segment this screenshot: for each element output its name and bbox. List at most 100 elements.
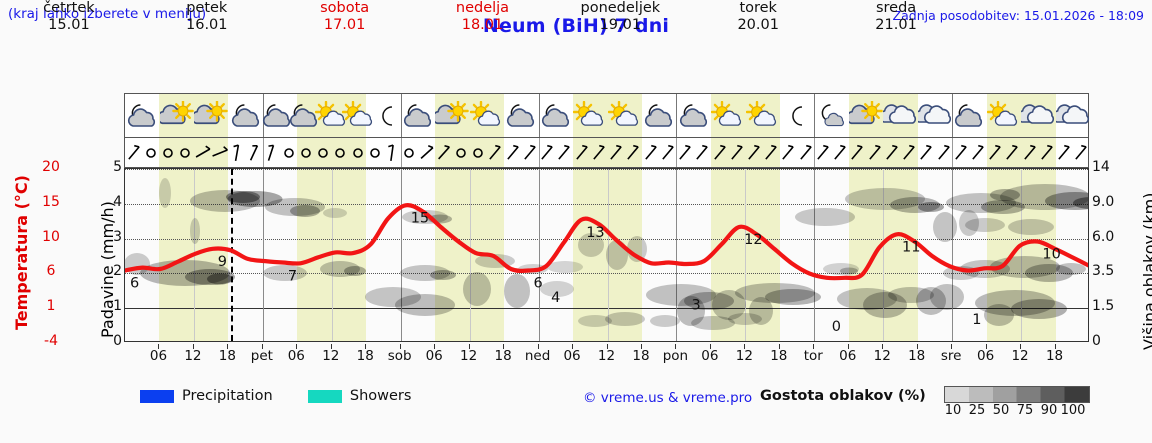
hour-tick <box>434 344 436 349</box>
calm-wind-icon <box>366 142 384 164</box>
hour-tick <box>813 344 815 349</box>
day-name: četrtek <box>43 0 95 16</box>
day-date: 20.01 <box>737 17 779 33</box>
sun-cloud-small-icon <box>469 100 504 133</box>
wind-barb-icon <box>1021 142 1039 164</box>
hour-tick <box>1020 344 1022 349</box>
midday-gridline <box>745 169 747 341</box>
copyright-link[interactable]: © vreme.us & vreme.pro <box>583 390 753 406</box>
wind-barb-icon <box>900 142 918 164</box>
day-date: 17.01 <box>323 17 366 33</box>
cloud-density-tick-label: 90 <box>1040 403 1058 418</box>
day-separator <box>400 169 402 341</box>
day-name: sreda <box>875 0 917 16</box>
gridline <box>125 273 1088 275</box>
precip-legend: Precipitation Showers <box>140 388 411 408</box>
calm-wind-icon <box>280 142 298 164</box>
hour-tick <box>951 344 953 349</box>
hour-label: pon <box>662 348 689 364</box>
sun-cloud-small-icon <box>607 100 642 133</box>
day-date: 15.01 <box>48 17 90 33</box>
day-header-6: torek 20.01 <box>689 0 827 34</box>
day-separator <box>262 94 264 137</box>
wind-barb-icon <box>711 142 729 164</box>
midday-gridline <box>1021 169 1023 341</box>
wind-barb-icon <box>418 142 436 164</box>
wind-barb-icon <box>504 142 522 164</box>
axis-tick-label: 20 <box>42 159 60 175</box>
temperature-point-label: 7 <box>288 268 297 284</box>
axis-tick-label: 5 <box>113 159 122 175</box>
axis-tick-label: 15 <box>42 193 60 210</box>
hour-label: 18 <box>494 348 512 364</box>
hour-label: 12 <box>322 348 340 364</box>
calm-wind-icon <box>159 142 177 164</box>
moon-cloud-small-icon <box>815 101 849 133</box>
axis-tick-label: 0 <box>1092 333 1101 349</box>
sun-cloud-small-icon <box>745 100 780 133</box>
hour-tick <box>916 344 918 349</box>
cloud-height-axis-title: Višina oblakov (km) <box>1140 192 1152 350</box>
day-separator <box>262 169 264 341</box>
gridline <box>125 203 1088 205</box>
day-separator <box>262 138 264 167</box>
hour-label: sob <box>387 348 412 364</box>
wind-barb-icon <box>779 142 797 164</box>
wind-barb-icon <box>383 142 401 164</box>
moon-cloud-icon <box>677 101 711 133</box>
precipitation-axis: 5 4 3 2 1 0 <box>76 159 122 349</box>
wind-barb-icon <box>831 142 849 164</box>
temperature-point-label: 11 <box>902 239 920 255</box>
daylight-band <box>986 138 1056 167</box>
day-date: 16.01 <box>186 17 228 33</box>
moon-cloud-icon <box>260 101 294 133</box>
wind-barb-icon <box>762 142 780 164</box>
temperature-point-label: 4 <box>551 290 560 306</box>
axis-tick-label: 1 <box>46 298 56 315</box>
wind-barb-icon <box>728 142 746 164</box>
day-name: petek <box>186 0 228 16</box>
hour-tick <box>572 344 574 349</box>
wind-barb-icon <box>659 142 677 164</box>
moon-cloud-icon <box>287 101 321 133</box>
hour-tick <box>296 344 298 349</box>
wind-barb-icon <box>797 142 815 164</box>
moon-icon <box>370 101 404 133</box>
hour-label: 12 <box>735 348 753 364</box>
day-separator <box>676 94 678 137</box>
hour-tick <box>261 344 263 349</box>
sun-cloud-small-icon <box>986 100 1021 133</box>
wind-barb-strip <box>124 138 1089 168</box>
wind-barb-icon <box>125 142 143 164</box>
wind-barb-icon <box>952 142 970 164</box>
hour-label: ned <box>524 348 551 364</box>
daylight-band <box>986 169 1056 341</box>
day-header-3: sobota 17.01 <box>276 0 414 34</box>
day-separator <box>538 94 540 137</box>
page-title: Neum (BiH) 7 dni <box>482 15 670 37</box>
hour-label: 12 <box>184 348 202 364</box>
wind-barb-icon <box>814 142 832 164</box>
temperature-point-label: 6 <box>534 276 543 292</box>
temperature-axis: 20 15 10 6 1 -4 <box>28 159 74 349</box>
wind-barb-icon <box>521 142 539 164</box>
hour-tick <box>882 344 884 349</box>
temperature-point-label: 1 <box>972 312 981 328</box>
day-header-2: petek 16.01 <box>138 0 276 34</box>
temperature-point-label: 0 <box>832 319 841 335</box>
hour-label: 06 <box>287 348 305 364</box>
daylight-band <box>297 138 367 167</box>
daylight-band <box>573 169 642 341</box>
calm-wind-icon <box>331 142 349 164</box>
cloud-icon <box>1055 101 1090 133</box>
sun-cloud-icon <box>435 100 470 133</box>
temperature-point-label: 13 <box>586 225 604 241</box>
temperature-point-label: 15 <box>411 210 429 226</box>
moon-icon <box>780 101 814 133</box>
axis-tick-label: 6.0 <box>1092 228 1115 245</box>
showers-swatch <box>307 389 342 403</box>
axis-tick-label: 1 <box>113 298 122 315</box>
day-header-1: četrtek 15.01 <box>0 0 138 34</box>
wind-barb-icon <box>573 142 591 164</box>
hour-label: pet <box>250 348 273 364</box>
